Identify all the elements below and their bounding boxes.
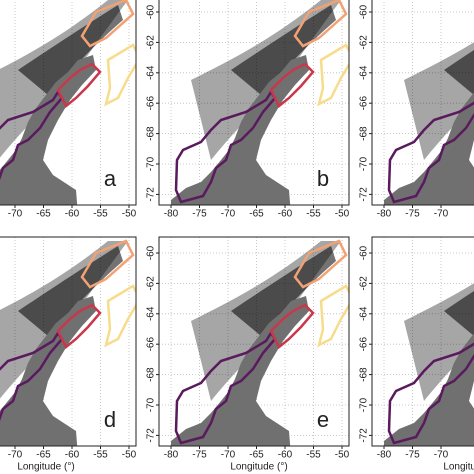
lat-tick-label: -68 <box>146 367 157 382</box>
panel-frame <box>0 236 137 447</box>
lon-tick-label: -55 <box>93 209 108 220</box>
lat-tick-label: -72 <box>359 187 370 202</box>
lat-tick-label: -68 <box>359 126 370 141</box>
lon-tick-label: -60 <box>65 209 80 220</box>
lon-tick-label: -70 <box>8 450 23 461</box>
lat-tick-label: -72 <box>146 187 157 202</box>
panel-frame <box>371 0 474 206</box>
lon-tick-label: -65 <box>36 450 51 461</box>
lat-tick-label: -68 <box>146 126 157 141</box>
lon-tick-label: -65 <box>249 209 264 220</box>
lon-tick-label: -55 <box>93 450 108 461</box>
lon-tick-label: -75 <box>405 209 420 220</box>
lat-tick-label: -64 <box>146 306 157 321</box>
map-layer <box>382 0 474 205</box>
lat-tick-label: -70 <box>146 397 157 412</box>
lon-tick-label: -60 <box>278 209 293 220</box>
lat-tick-label: -66 <box>359 96 370 111</box>
lon-tick-label: -75 <box>405 450 420 461</box>
map-layer <box>0 239 136 446</box>
lon-tick-label: -60 <box>278 450 293 461</box>
lat-tick-label: -60 <box>146 4 157 19</box>
panel-frame <box>0 0 137 206</box>
lat-tick-label: -62 <box>146 276 157 291</box>
lon-tick-label: -80 <box>164 209 179 220</box>
lat-tick-label: -66 <box>146 337 157 352</box>
map-panel: -70 -65 -60 -55 -50 a <box>0 0 137 220</box>
panel-letter: a <box>104 166 117 191</box>
panel-frame <box>158 0 350 206</box>
map-panel: -80 -75 -70 -65 -60 -55 -50 -60 -62 -64 -66 -68 -70 -… <box>146 0 350 220</box>
lat-tick-label: -70 <box>359 397 370 412</box>
lat-tick-label: -68 <box>359 367 370 382</box>
map-layer <box>0 0 136 205</box>
panel-letter: b <box>317 166 329 191</box>
x-axis-title: Longitude (°) <box>17 462 74 473</box>
map-content <box>159 0 349 205</box>
lon-tick-label: -65 <box>249 450 264 461</box>
map-content <box>372 237 474 446</box>
lat-tick-label: -66 <box>146 96 157 111</box>
panel-letter: e <box>317 407 329 432</box>
lon-tick-label: -50 <box>122 209 137 220</box>
lat-tick-label: -72 <box>359 428 370 443</box>
map-layer <box>382 239 474 446</box>
map-panel: -70 -65 -60 -55 -50 d Longitude (°) <box>0 236 137 473</box>
lon-tick-label: -75 <box>192 450 207 461</box>
lat-tick-label: -72 <box>146 428 157 443</box>
lon-tick-label: -50 <box>335 209 350 220</box>
lon-tick-label: -55 <box>306 450 321 461</box>
lat-tick-label: -60 <box>359 4 370 19</box>
lon-tick-label: -70 <box>8 209 23 220</box>
map-panel: -80 -75 -70 -65 -60 -55 -50 -60 -62 -64 -66 -68 -70 -… <box>146 236 350 473</box>
lat-tick-label: -64 <box>359 306 370 321</box>
map-content <box>0 0 136 205</box>
lat-tick-label: -62 <box>359 35 370 50</box>
panel-frame <box>158 236 350 447</box>
lat-tick-label: -64 <box>146 65 157 80</box>
lon-tick-label: -75 <box>192 209 207 220</box>
x-axis-title: Longitude (°) <box>230 462 287 473</box>
lon-tick-label: -60 <box>65 450 80 461</box>
lon-tick-label: -55 <box>306 209 321 220</box>
lat-tick-label: -60 <box>359 245 370 260</box>
map-panel: -80 -75 -70 -60 -62 -64 -66 -68 -70 -72 <box>359 0 474 220</box>
lon-tick-label: -80 <box>377 209 392 220</box>
lon-tick-label: -70 <box>434 209 449 220</box>
lat-tick-label: -70 <box>359 156 370 171</box>
lat-tick-label: -66 <box>359 337 370 352</box>
lat-tick-label: -64 <box>359 65 370 80</box>
lon-tick-label: -70 <box>434 450 449 461</box>
lon-tick-label: -50 <box>122 450 137 461</box>
map-content <box>159 237 349 446</box>
map-content <box>0 237 136 446</box>
panel-frame <box>371 236 474 447</box>
x-axis-title: Longitude (°) <box>443 462 474 473</box>
map-panel: -80 -75 -70 -60 -62 -64 -66 -68 -70 -72 Longitude … <box>359 236 474 473</box>
lat-tick-label: -70 <box>146 156 157 171</box>
lon-tick-label: -70 <box>221 209 236 220</box>
map-content <box>372 0 474 205</box>
lon-tick-label: -80 <box>377 450 392 461</box>
lon-tick-label: -70 <box>221 450 236 461</box>
panel-letter: d <box>104 407 116 432</box>
lat-tick-label: -60 <box>146 245 157 260</box>
lon-tick-label: -50 <box>335 450 350 461</box>
lat-tick-label: -62 <box>146 35 157 50</box>
lon-tick-label: -65 <box>36 209 51 220</box>
lon-tick-label: -80 <box>164 450 179 461</box>
lat-tick-label: -62 <box>359 276 370 291</box>
